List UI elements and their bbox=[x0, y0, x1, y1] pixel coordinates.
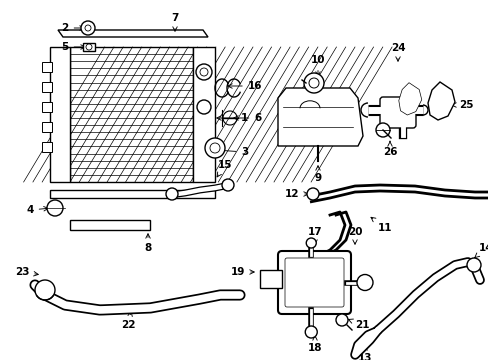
FancyBboxPatch shape bbox=[285, 258, 343, 307]
Circle shape bbox=[304, 73, 324, 93]
Circle shape bbox=[306, 188, 318, 200]
Bar bbox=[83, 43, 95, 51]
Bar bbox=[193, 47, 215, 182]
Circle shape bbox=[47, 200, 63, 216]
Circle shape bbox=[204, 138, 224, 158]
Text: 14: 14 bbox=[474, 243, 488, 258]
Bar bbox=[42, 142, 52, 152]
Text: 18: 18 bbox=[307, 336, 322, 353]
Text: 24: 24 bbox=[390, 43, 405, 61]
Bar bbox=[260, 270, 282, 288]
Text: 3: 3 bbox=[218, 147, 248, 157]
Circle shape bbox=[209, 143, 220, 153]
Text: 7: 7 bbox=[171, 13, 178, 31]
Text: 22: 22 bbox=[121, 312, 135, 330]
Circle shape bbox=[196, 64, 212, 80]
Text: 21: 21 bbox=[348, 319, 368, 330]
Text: 17: 17 bbox=[307, 227, 322, 244]
Polygon shape bbox=[398, 83, 421, 115]
Circle shape bbox=[197, 100, 210, 114]
Bar bbox=[50, 47, 70, 182]
Bar bbox=[42, 62, 52, 72]
Text: 26: 26 bbox=[382, 141, 396, 157]
Text: 1: 1 bbox=[216, 113, 247, 123]
Polygon shape bbox=[58, 30, 207, 37]
Text: 6: 6 bbox=[233, 113, 261, 123]
Circle shape bbox=[466, 258, 480, 272]
Text: 23: 23 bbox=[15, 267, 38, 277]
Circle shape bbox=[222, 179, 234, 191]
FancyBboxPatch shape bbox=[278, 251, 350, 314]
Text: 15: 15 bbox=[217, 160, 232, 177]
Polygon shape bbox=[278, 88, 362, 146]
Circle shape bbox=[375, 123, 389, 137]
Bar bbox=[50, 190, 215, 198]
Text: 12: 12 bbox=[284, 189, 307, 199]
Polygon shape bbox=[427, 82, 454, 120]
Bar bbox=[70, 47, 193, 182]
Circle shape bbox=[165, 188, 178, 200]
Text: 11: 11 bbox=[370, 217, 391, 233]
Circle shape bbox=[86, 44, 92, 50]
Text: 5: 5 bbox=[61, 42, 85, 52]
FancyBboxPatch shape bbox=[379, 97, 415, 128]
Circle shape bbox=[305, 326, 317, 338]
Text: 16: 16 bbox=[227, 81, 262, 91]
Bar bbox=[42, 102, 52, 112]
Circle shape bbox=[335, 314, 347, 326]
Text: 20: 20 bbox=[347, 227, 362, 244]
Text: 25: 25 bbox=[451, 100, 472, 110]
Text: 10: 10 bbox=[310, 55, 325, 76]
Text: 4: 4 bbox=[26, 205, 48, 215]
Circle shape bbox=[200, 68, 207, 76]
Circle shape bbox=[305, 238, 316, 248]
Bar bbox=[42, 82, 52, 92]
Text: 13: 13 bbox=[357, 346, 371, 360]
Bar bbox=[70, 220, 150, 230]
Bar bbox=[42, 122, 52, 132]
Text: 8: 8 bbox=[144, 234, 151, 253]
Circle shape bbox=[308, 78, 318, 88]
Circle shape bbox=[35, 280, 55, 300]
Text: 9: 9 bbox=[314, 166, 321, 183]
Text: 2: 2 bbox=[61, 23, 84, 33]
Circle shape bbox=[356, 274, 372, 291]
Circle shape bbox=[81, 21, 95, 35]
Text: 19: 19 bbox=[230, 267, 254, 277]
Circle shape bbox=[85, 25, 91, 31]
